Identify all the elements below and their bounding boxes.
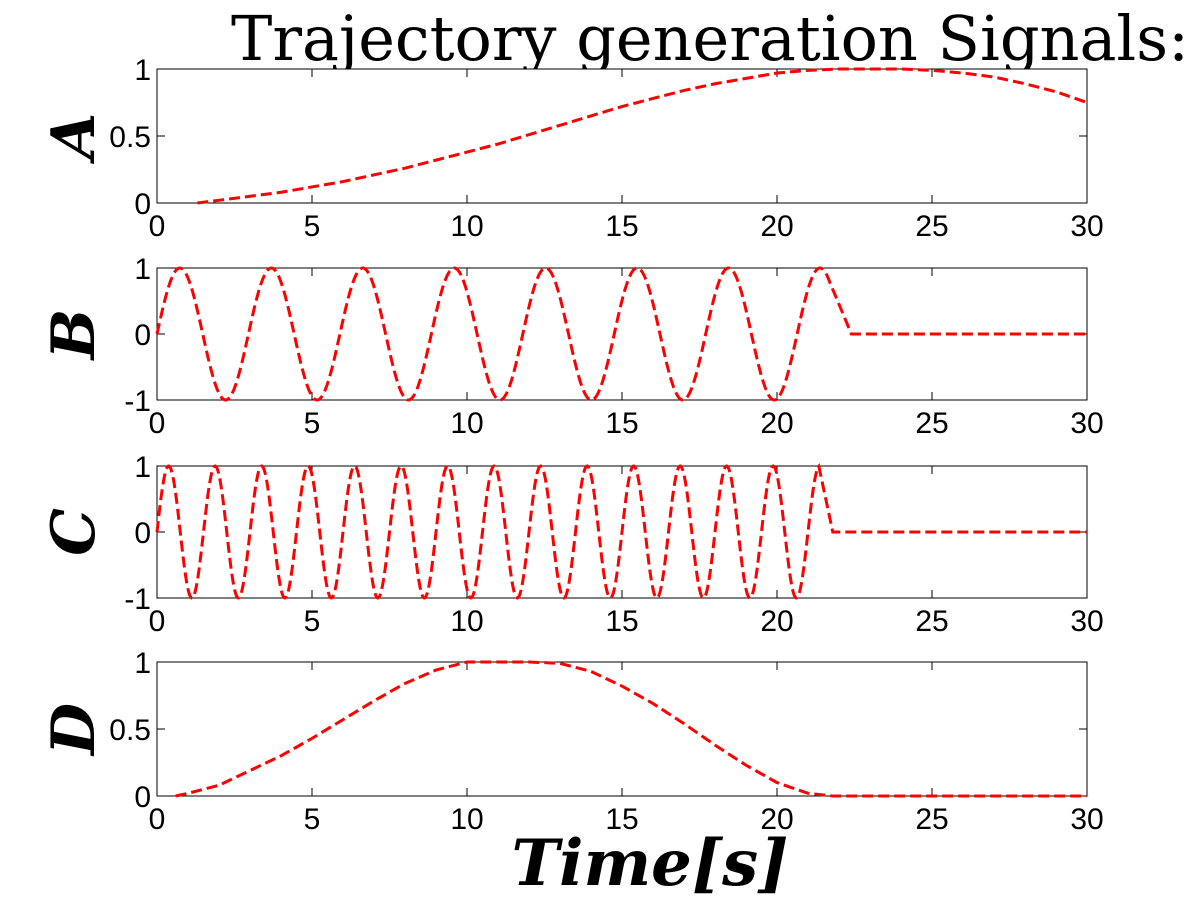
x-tick-label: 10	[450, 210, 483, 243]
y-tick-label: 1	[134, 647, 151, 680]
x-tick-label: 10	[450, 803, 483, 836]
x-tick-label: 30	[1070, 407, 1103, 440]
x-tick-label: 25	[915, 605, 948, 638]
x-tick-label: 5	[304, 803, 321, 836]
x-tick-label: 25	[915, 210, 948, 243]
subplot-a: 0 5 10 15 20 25 30 0 0.5 1A	[39, 54, 1104, 243]
x-tick-label: 30	[1070, 210, 1103, 243]
x-tick-label: 0	[149, 803, 166, 836]
x-tick-label: 5	[304, 210, 321, 243]
x-tick-label: 0	[149, 605, 166, 638]
y-axis-label-b: B	[39, 309, 109, 362]
x-tick-label: 20	[760, 407, 793, 440]
y-tick-label: 0	[134, 188, 151, 221]
x-tick-label: 15	[605, 605, 638, 638]
x-tick-label: 20	[760, 605, 793, 638]
figure-title: Trajectory generation Signals:	[231, 2, 1189, 75]
y-tick-label: 1	[134, 54, 151, 87]
y-tick-label: 0.5	[109, 714, 151, 747]
y-tick-label: -1	[124, 583, 151, 616]
x-tick-label: 25	[915, 407, 948, 440]
subplot-d: 0 5 10 15 20 25 30 0 0.5 1D	[39, 647, 1104, 836]
x-tick-label: 0	[149, 407, 166, 440]
x-tick-label: 5	[304, 605, 321, 638]
x-tick-label: 15	[605, 803, 638, 836]
y-tick-label: 0.5	[109, 121, 151, 154]
x-tick-label: 0	[149, 210, 166, 243]
series-line-d	[175, 660, 1087, 798]
y-axis-label-a: A	[39, 113, 109, 165]
x-tick-label: 30	[1070, 605, 1103, 638]
series-line-b	[155, 266, 1087, 402]
y-tick-label: 1	[134, 253, 151, 286]
y-tick-label: -1	[124, 385, 151, 418]
x-tick-label: 15	[605, 210, 638, 243]
x-tick-label: 10	[450, 605, 483, 638]
axes-box	[156, 661, 1088, 797]
axes-box	[156, 68, 1088, 204]
y-tick-label: 0	[134, 781, 151, 814]
y-tick-label: 0	[134, 319, 151, 352]
x-tick-label: 10	[450, 407, 483, 440]
x-tick-label: 15	[605, 407, 638, 440]
series-line-c	[155, 463, 1087, 600]
y-tick-label: 1	[134, 451, 151, 484]
y-axis-label-d: D	[39, 703, 109, 757]
x-axis-label: Time[s]	[512, 826, 789, 901]
series-line-a	[197, 67, 1088, 205]
y-axis-label-c: C	[39, 508, 109, 556]
x-tick-label: 20	[760, 803, 793, 836]
x-tick-label: 5	[304, 407, 321, 440]
x-tick-label: 20	[760, 210, 793, 243]
x-tick-label: 30	[1070, 803, 1103, 836]
y-tick-label: 0	[134, 517, 151, 550]
x-tick-label: 25	[915, 803, 948, 836]
